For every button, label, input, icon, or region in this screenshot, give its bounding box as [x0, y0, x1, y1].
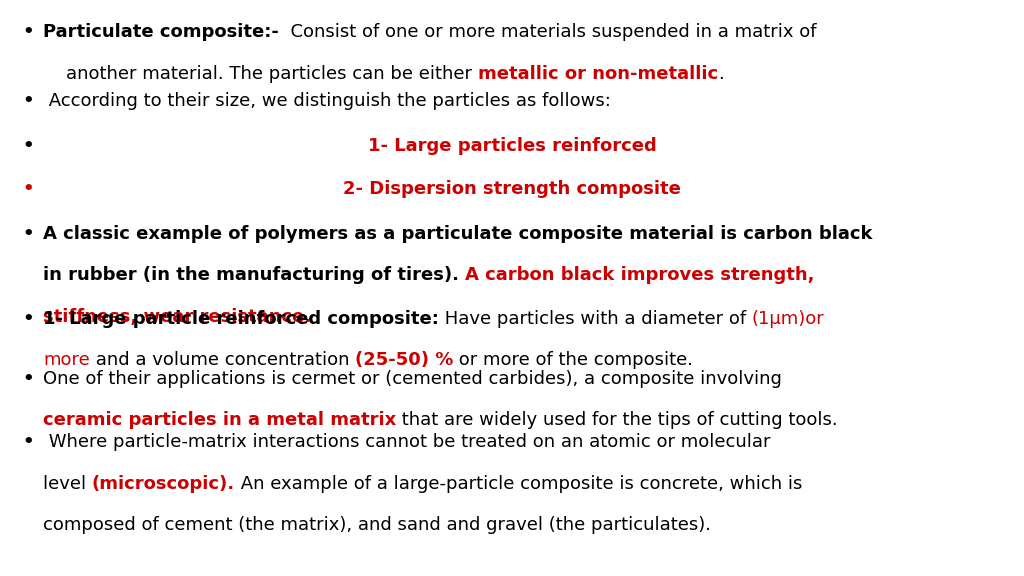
Text: •: • — [23, 23, 34, 41]
Text: A carbon black improves strength,: A carbon black improves strength, — [465, 266, 815, 284]
Text: that are widely used for the tips of cutting tools.: that are widely used for the tips of cut… — [396, 411, 838, 429]
Text: An example of a large-particle composite is concrete, which is: An example of a large-particle composite… — [236, 475, 803, 492]
Text: Where particle-matrix interactions cannot be treated on an atomic or molecular: Where particle-matrix interactions canno… — [43, 433, 770, 451]
Text: and a volume concentration: and a volume concentration — [90, 351, 355, 369]
Text: (25-50) %: (25-50) % — [355, 351, 454, 369]
Text: Particulate composite:-: Particulate composite:- — [43, 23, 279, 41]
Text: •: • — [23, 92, 34, 110]
Text: another material. The particles can be either: another material. The particles can be e… — [43, 65, 478, 82]
Text: level: level — [43, 475, 92, 492]
Text: .: . — [718, 65, 724, 82]
Text: (1μm)or: (1μm)or — [752, 310, 824, 328]
Text: Consist of one or more materials suspended in a matrix of: Consist of one or more materials suspend… — [279, 23, 816, 41]
Text: 1- Large particle reinforced composite:: 1- Large particle reinforced composite: — [43, 310, 439, 328]
Text: more: more — [43, 351, 90, 369]
Text: or more of the composite.: or more of the composite. — [454, 351, 693, 369]
Text: in rubber (in the manufacturing of tires).: in rubber (in the manufacturing of tires… — [43, 266, 465, 284]
Text: metallic or non-metallic: metallic or non-metallic — [478, 65, 718, 82]
Text: •: • — [23, 433, 34, 451]
Text: Have particles with a diameter of: Have particles with a diameter of — [439, 310, 752, 328]
Text: •: • — [23, 310, 34, 328]
Text: stiffness, wear resistance.: stiffness, wear resistance. — [43, 308, 311, 325]
Text: A classic example of polymers as a particulate composite material is carbon blac: A classic example of polymers as a parti… — [43, 225, 872, 242]
Text: According to their size, we distinguish the particles as follows:: According to their size, we distinguish … — [43, 92, 611, 110]
Text: composed of cement (the matrix), and sand and gravel (the particulates).: composed of cement (the matrix), and san… — [43, 516, 711, 534]
Text: (microscopic).: (microscopic). — [92, 475, 236, 492]
Text: 2- Dispersion strength composite: 2- Dispersion strength composite — [343, 180, 681, 198]
Text: •: • — [23, 225, 34, 242]
Text: •: • — [23, 180, 34, 198]
Text: ceramic particles in a metal matrix: ceramic particles in a metal matrix — [43, 411, 396, 429]
Text: •: • — [23, 137, 34, 155]
Text: •: • — [23, 370, 34, 388]
Text: 1- Large particles reinforced: 1- Large particles reinforced — [368, 137, 656, 155]
Text: One of their applications is cermet or (cemented carbides), a composite involvin: One of their applications is cermet or (… — [43, 370, 782, 388]
